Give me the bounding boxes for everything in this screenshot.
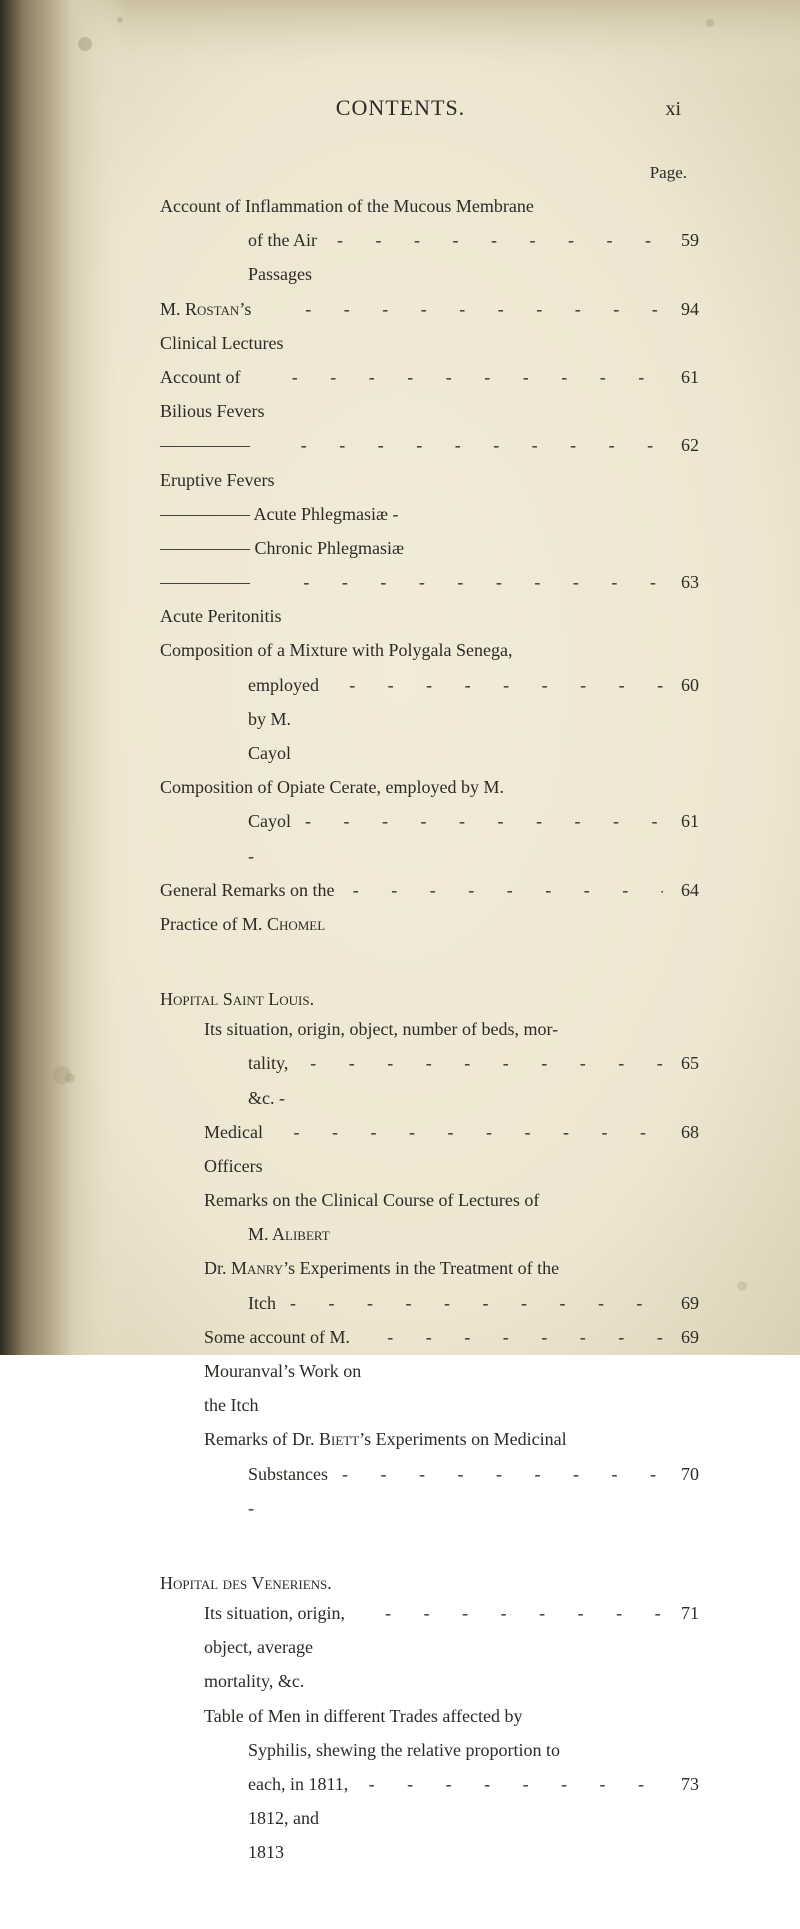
leader-dashes: - - - - - - - - - - - - - - - - — [323, 223, 663, 257]
toc-entry: of the Air Passages- - - - - - - - - - -… — [160, 223, 705, 291]
toc-entry-page: 63 — [663, 565, 705, 599]
toc-entry-text: employed by M. Cayol — [248, 668, 335, 771]
toc-entry: ————— Chronic Phlegmasiæ — [160, 531, 705, 565]
toc-entry: Its situation, origin, object, number of… — [160, 1012, 705, 1046]
toc-entry: Remarks of Dr. Biett’s Experiments on Me… — [160, 1422, 705, 1456]
leader-dashes: - - - - - - - - - - - - - - - - — [289, 565, 663, 599]
toc-entry: Cayol -- - - - - - - - - - - - - - - -61 — [160, 804, 705, 872]
toc-entry-text: Some account of M. Mouranval’s Work on t… — [204, 1320, 373, 1423]
toc-entry-text: Table of Men in different Trades affecte… — [204, 1699, 522, 1733]
leader-dashes: - - - - - - - - - - - - - - - - — [287, 428, 663, 462]
toc-entry-text: each, in 1811, 1812, and 1813 — [248, 1767, 355, 1870]
toc-entry: Some account of M. Mouranval’s Work on t… — [160, 1320, 705, 1423]
toc-entry-text: Account of Inflammation of the Mucous Me… — [160, 189, 534, 223]
toc-entry-text: ————— Chronic Phlegmasiæ — [160, 531, 404, 565]
toc-entry: Composition of Opiate Cerate, employed b… — [160, 770, 705, 804]
leader-dashes: - - - - - - - - - - - - - - - - — [296, 1046, 663, 1080]
toc-entry-text: tality, &c. - — [248, 1046, 296, 1114]
section-heading: Hopital des Veneriens. — [160, 1573, 705, 1594]
section-heading: Hopital Saint Louis. — [160, 989, 705, 1010]
leader-dashes: - - - - - - - - - - - - - - - - — [339, 873, 663, 907]
toc-entry-text: M. Rostan’s Clinical Lectures — [160, 292, 291, 360]
toc-entry-page: 61 — [663, 360, 705, 394]
toc-entry-text: ————— Eruptive Fevers — [160, 428, 287, 496]
leader-dashes: - - - - - - - - - - - - - - - - — [291, 804, 663, 838]
leader-dashes: - - - - - - - - - - - - - - - - — [280, 1115, 663, 1149]
page-number: xi — [641, 98, 681, 121]
toc-entry-page: 69 — [663, 1286, 705, 1320]
toc-entry-text: Account of Bilious Fevers — [160, 360, 278, 428]
toc-entry: ————— Eruptive Fevers- - - - - - - - - -… — [160, 428, 705, 496]
toc-entry-text: Remarks on the Clinical Course of Lectur… — [204, 1183, 539, 1217]
toc-entry: Its situation, origin, object, average m… — [160, 1596, 705, 1699]
toc-entry: ————— Acute Peritonitis- - - - - - - - -… — [160, 565, 705, 633]
toc-entry-text: Its situation, origin, object, number of… — [204, 1012, 558, 1046]
toc-entry: tality, &c. -- - - - - - - - - - - - - -… — [160, 1046, 705, 1114]
toc-entry-page: 62 — [663, 428, 705, 462]
toc-entry-text: of the Air Passages — [248, 223, 323, 291]
toc-entry-page: 94 — [663, 292, 705, 326]
toc-entry-text: Its situation, origin, object, average m… — [204, 1596, 371, 1699]
page-content: CONTENTS. xi Page. Account of Inflammati… — [0, 0, 800, 1929]
toc-entry-page: 68 — [663, 1115, 705, 1149]
toc-entry: ————— Acute Phlegmasiæ - — [160, 497, 705, 531]
leader-dashes: - - - - - - - - - - - - - - - - — [355, 1767, 663, 1801]
toc-entry: Remarks on the Clinical Course of Lectur… — [160, 1183, 705, 1217]
running-head: CONTENTS. xi — [160, 95, 705, 121]
toc-entry-text: Dr. Manry’s Experiments in the Treatment… — [204, 1251, 559, 1285]
leader-dashes: - - - - - - - - - - - - - - - - — [291, 292, 663, 326]
toc-entry-text: General Remarks on the Practice of M. Ch… — [160, 873, 339, 941]
toc-entry: Medical Officers- - - - - - - - - - - - … — [160, 1115, 705, 1183]
toc-entry: Composition of a Mixture with Polygala S… — [160, 633, 705, 667]
toc-entry-text: ————— Acute Phlegmasiæ - — [160, 497, 398, 531]
toc-entry-page: 71 — [663, 1596, 705, 1630]
toc-entry-page: 73 — [663, 1767, 705, 1801]
toc-entry-text: Composition of Opiate Cerate, employed b… — [160, 770, 504, 804]
toc-entry-text: Medical Officers — [204, 1115, 280, 1183]
toc-entry: Dr. Manry’s Experiments in the Treatment… — [160, 1251, 705, 1285]
toc-entry: each, in 1811, 1812, and 1813- - - - - -… — [160, 1767, 705, 1870]
toc-entry: General Remarks on the Practice of M. Ch… — [160, 873, 705, 941]
toc-entry-text: M. Alibert — [248, 1217, 330, 1251]
contents-heading: CONTENTS. — [160, 95, 641, 121]
toc-entry-text: Remarks of Dr. Biett’s Experiments on Me… — [204, 1422, 567, 1456]
leader-dashes: - - - - - - - - - - - - - - - - — [371, 1596, 663, 1630]
leader-dashes: - - - - - - - - - - - - - - - - — [328, 1457, 663, 1491]
toc-entry: Itch- - - - - - - - - - - - - - - -69 — [160, 1286, 705, 1320]
toc-entry-page: 64 — [663, 873, 705, 907]
toc-entry-text: Composition of a Mixture with Polygala S… — [160, 633, 512, 667]
toc-entry-text: ————— Acute Peritonitis — [160, 565, 289, 633]
toc-entry: M. Alibert — [160, 1217, 705, 1251]
toc-entry: M. Rostan’s Clinical Lectures- - - - - -… — [160, 292, 705, 360]
toc-entry-text: Substances - — [248, 1457, 328, 1525]
toc-entry-text: Syphilis, shewing the relative proportio… — [248, 1733, 560, 1767]
toc-entry-text: Itch — [248, 1286, 276, 1320]
toc-entry: Table of Men in different Trades affecte… — [160, 1699, 705, 1733]
toc-entry: employed by M. Cayol- - - - - - - - - - … — [160, 668, 705, 771]
toc-entry-text: Cayol - — [248, 804, 291, 872]
toc-entry-page: 69 — [663, 1320, 705, 1354]
toc-entry: Account of Bilious Fevers- - - - - - - -… — [160, 360, 705, 428]
page-column-label: Page. — [160, 163, 705, 183]
toc-entry: Account of Inflammation of the Mucous Me… — [160, 189, 705, 223]
toc-entry-page: 65 — [663, 1046, 705, 1080]
toc-entry-page: 60 — [663, 668, 705, 702]
leader-dashes: - - - - - - - - - - - - - - - - — [373, 1320, 663, 1354]
toc-entry-page: 70 — [663, 1457, 705, 1491]
toc-entry: Substances -- - - - - - - - - - - - - - … — [160, 1457, 705, 1525]
leader-dashes: - - - - - - - - - - - - - - - - — [335, 668, 663, 702]
leader-dashes: - - - - - - - - - - - - - - - - — [276, 1286, 663, 1320]
toc-entry-page: 61 — [663, 804, 705, 838]
toc-entry: Syphilis, shewing the relative proportio… — [160, 1733, 705, 1767]
toc-entry-page: 59 — [663, 223, 705, 257]
leader-dashes: - - - - - - - - - - - - - - - - — [278, 360, 663, 394]
toc-body: Account of Inflammation of the Mucous Me… — [160, 189, 705, 1869]
